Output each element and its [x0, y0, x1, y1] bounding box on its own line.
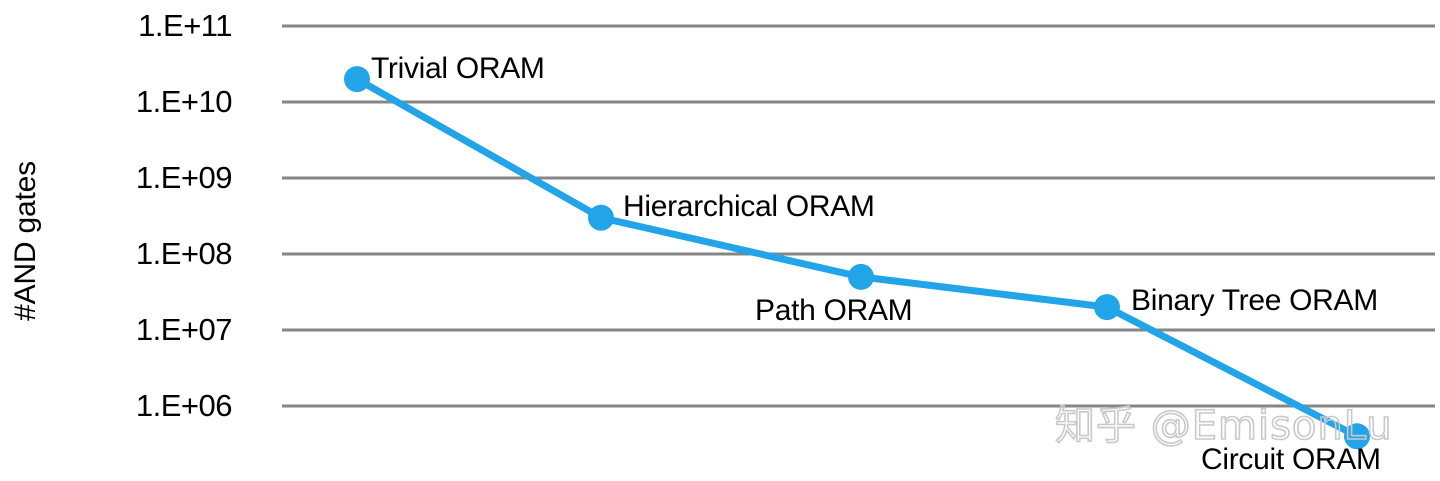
series-line	[353, 75, 1361, 440]
gridline-1e08	[282, 252, 1435, 256]
point-label-binary-tree-oram: Binary Tree ORAM	[1131, 284, 1378, 317]
gridline-1e11	[282, 24, 1435, 28]
point-label-hierarchical-oram: Hierarchical ORAM	[623, 190, 875, 223]
y-tick-label-1e11: 1.E+11	[138, 8, 232, 43]
data-point-binary-tree-oram[interactable]	[1094, 294, 1120, 321]
y-tick-label-1e07: 1.E+07	[135, 312, 233, 347]
data-point-trivial-oram[interactable]	[344, 66, 370, 93]
data-point-circuit-oram[interactable]	[1344, 423, 1370, 450]
data-point-hierarchical-oram[interactable]	[588, 204, 614, 231]
data-point-path-oram[interactable]	[848, 263, 874, 290]
point-label-trivial-oram: Trivial ORAM	[371, 52, 545, 85]
gridline-1e09	[282, 176, 1435, 180]
point-label-circuit-oram: Circuit ORAM	[1201, 443, 1381, 476]
gridline-1e10	[282, 100, 1435, 104]
gridline-1e06	[282, 404, 1435, 408]
series-markers	[344, 66, 1370, 450]
gridline-1e07	[282, 328, 1435, 332]
y-tick-label-1e10: 1.E+10	[135, 84, 233, 119]
y-tick-label-1e06: 1.E+06	[135, 388, 233, 423]
y-tick-label-1e09: 1.E+09	[135, 160, 233, 195]
point-label-path-oram: Path ORAM	[755, 294, 913, 327]
y-tick-label-1e08: 1.E+08	[135, 236, 233, 271]
